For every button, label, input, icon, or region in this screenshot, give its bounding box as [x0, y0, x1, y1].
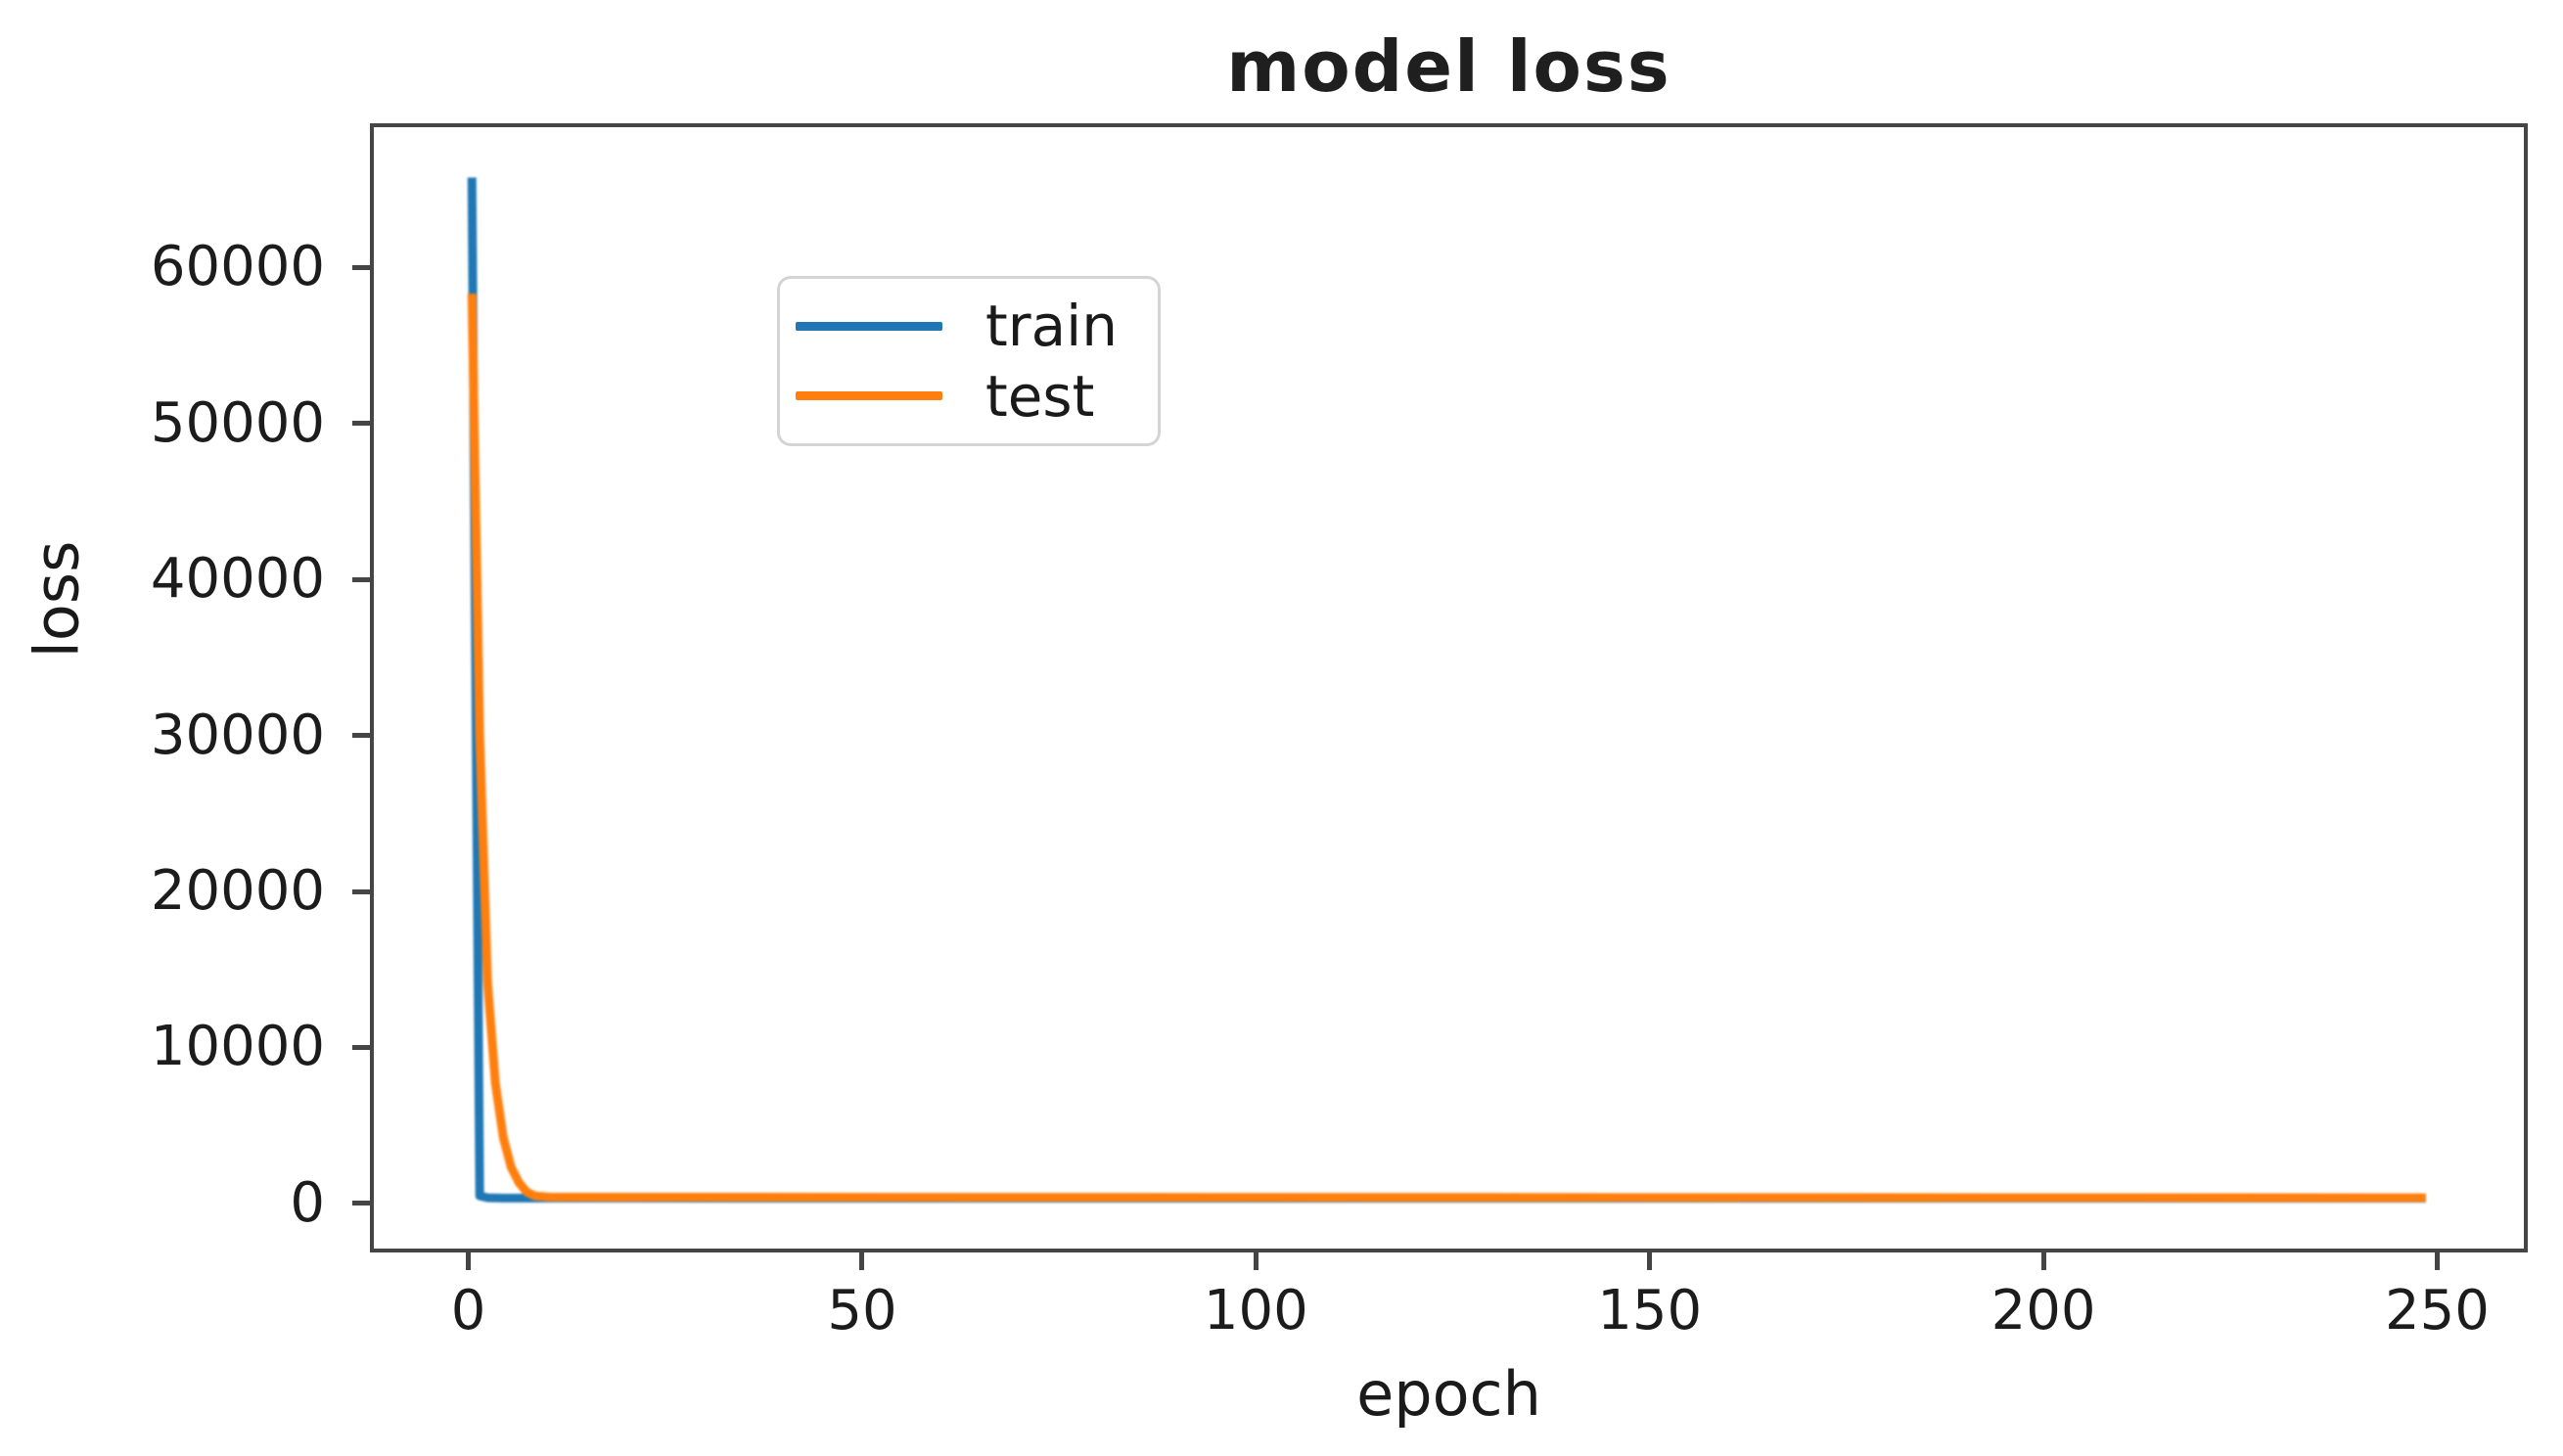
y-tick-mark: [352, 1044, 370, 1050]
y-tick-mark: [352, 264, 370, 270]
x-tick-label: 200: [1991, 1279, 2096, 1342]
x-tick-mark: [859, 1252, 865, 1270]
legend: train test: [777, 276, 1161, 446]
x-tick-mark: [2040, 1252, 2046, 1270]
test-legend-line-icon: [796, 391, 942, 401]
test-line: [467, 294, 2426, 1203]
y-tick-label: 60000: [150, 235, 325, 299]
y-tick-mark: [352, 576, 370, 582]
x-tick-label: 50: [827, 1279, 897, 1342]
x-tick-mark: [2434, 1252, 2440, 1270]
y-tick-label: 10000: [150, 1015, 325, 1079]
y-tick-label: 30000: [150, 703, 325, 767]
x-tick-label: 150: [1597, 1279, 1703, 1342]
x-axis-label: epoch: [1356, 1358, 1541, 1430]
legend-row-train: train: [796, 297, 1142, 354]
x-tick-label: 250: [2385, 1279, 2490, 1342]
legend-row-test: test: [796, 368, 1142, 425]
legend-label-train: train: [985, 293, 1119, 360]
x-tick-mark: [466, 1252, 472, 1270]
plot-area: train test: [370, 123, 2528, 1252]
y-tick-mark: [352, 1201, 370, 1206]
y-tick-mark: [352, 733, 370, 739]
x-tick-label: 100: [1203, 1279, 1308, 1342]
train-line: [467, 177, 2426, 1204]
loss-curves-canvas: [467, 177, 2426, 1204]
train-legend-line-icon: [796, 321, 942, 331]
y-tick-label: 0: [290, 1170, 325, 1235]
y-tick-label: 40000: [150, 547, 325, 612]
y-tick-mark: [352, 888, 370, 894]
x-tick-mark: [1647, 1252, 1653, 1270]
y-tick-mark: [352, 421, 370, 427]
legend-label-test: test: [985, 362, 1095, 430]
y-tick-label: 50000: [150, 390, 325, 455]
x-tick-mark: [1253, 1252, 1259, 1270]
chart-title: model loss: [1226, 25, 1671, 108]
x-tick-label: 0: [450, 1279, 486, 1342]
y-tick-label: 20000: [150, 859, 325, 923]
